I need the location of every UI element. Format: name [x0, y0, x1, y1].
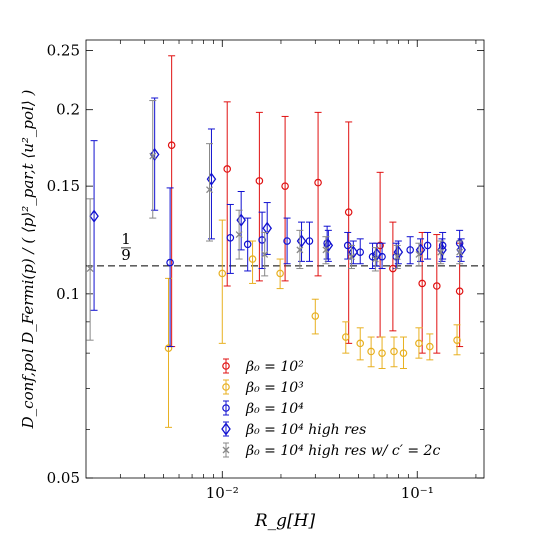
data-point: [296, 234, 307, 248]
series-5: [86, 100, 464, 341]
data-point: [149, 152, 157, 160]
data-point: [433, 282, 441, 290]
data-point: [235, 231, 243, 239]
data-point: [415, 339, 423, 348]
legend: β₀ = 10² β₀ = 10³ β₀ = 10⁴ β₀ = 10⁴ high re…: [221, 358, 440, 459]
x-axis-label: R_g[H]: [254, 511, 316, 531]
data-point: [453, 336, 461, 344]
data-point: [218, 269, 227, 278]
legend-marker: [222, 404, 230, 412]
data-point: [255, 177, 264, 185]
legend-label: β₀ = 10²: [245, 359, 304, 375]
data-point: [406, 246, 414, 254]
data-point: [344, 208, 353, 216]
data-point: [206, 186, 213, 194]
data-point: [258, 236, 266, 244]
data-point: [281, 182, 289, 190]
y-tick-label: 0.2: [56, 101, 80, 119]
y-tick-label: 0.1: [56, 285, 80, 303]
data-point: [206, 172, 217, 186]
axis-ticks: 10⁻² 10⁻¹ 0.05 0.1 0.15 0.2 0.25: [47, 40, 484, 502]
data-point: [456, 243, 466, 257]
legend-marker: [222, 446, 230, 454]
legend-marker: [222, 383, 230, 391]
legend-label: β₀ = 10⁴ high res: [245, 422, 366, 438]
data-point: [399, 349, 408, 357]
data-point: [415, 250, 423, 258]
legend-marker: [222, 362, 230, 370]
data-point: [314, 178, 322, 187]
data-point: [378, 349, 386, 357]
data-point: [261, 250, 269, 258]
data-point: [367, 347, 375, 356]
data-point: [86, 265, 94, 272]
legend-label: β₀ = 10³: [245, 380, 304, 396]
legend-label: β₀ = 10⁴: [245, 401, 304, 417]
data-point: [283, 237, 291, 245]
data-point: [423, 241, 432, 250]
y-axis-label: D_conf,pol D_Fermi(p) / ( ⟨p⟩²_par,t ⟨u²…: [19, 90, 37, 430]
data-marks: [86, 55, 466, 428]
data-point: [322, 246, 330, 254]
data-point: [226, 233, 235, 242]
axis-labels: R_g[H] D_conf,pol D_Fermi(p) / ( ⟨p⟩²_par…: [19, 90, 315, 531]
data-point: [426, 342, 434, 351]
data-point: [243, 240, 252, 249]
data-point: [262, 221, 273, 235]
reference-label-numerator: 1: [121, 230, 131, 248]
x-tick-label: 10⁻²: [206, 484, 239, 502]
data-point: [390, 347, 398, 356]
data-point: [296, 246, 304, 254]
reference-label-denominator: 9: [121, 246, 131, 264]
data-point: [437, 248, 445, 256]
y-tick-label: 0.05: [47, 469, 80, 487]
data-point: [437, 243, 447, 257]
legend-marker: [221, 422, 231, 436]
data-point: [341, 333, 350, 341]
series-4: [89, 97, 466, 311]
data-point: [276, 269, 284, 278]
data-point: [438, 241, 447, 250]
data-point: [456, 248, 464, 256]
series-2: [164, 219, 461, 428]
data-point: [89, 209, 99, 223]
data-point: [311, 312, 320, 320]
data-point: [149, 147, 160, 162]
data-point: [167, 141, 176, 149]
x-tick-label: 10⁻¹: [401, 484, 434, 502]
data-point: [455, 287, 464, 296]
data-point: [164, 344, 173, 352]
data-point: [393, 253, 401, 261]
y-tick-label: 0.25: [47, 41, 80, 59]
legend-label: β₀ = 10⁴ high res w/ c′ = 2c: [245, 443, 440, 459]
data-point: [348, 253, 355, 261]
data-point: [371, 255, 379, 263]
data-point: [223, 165, 232, 173]
y-tick-label: 0.15: [47, 177, 80, 195]
data-point: [248, 255, 257, 263]
data-point: [166, 258, 174, 267]
data-point: [236, 213, 246, 227]
data-point: [356, 339, 365, 348]
data-point: [418, 279, 426, 288]
